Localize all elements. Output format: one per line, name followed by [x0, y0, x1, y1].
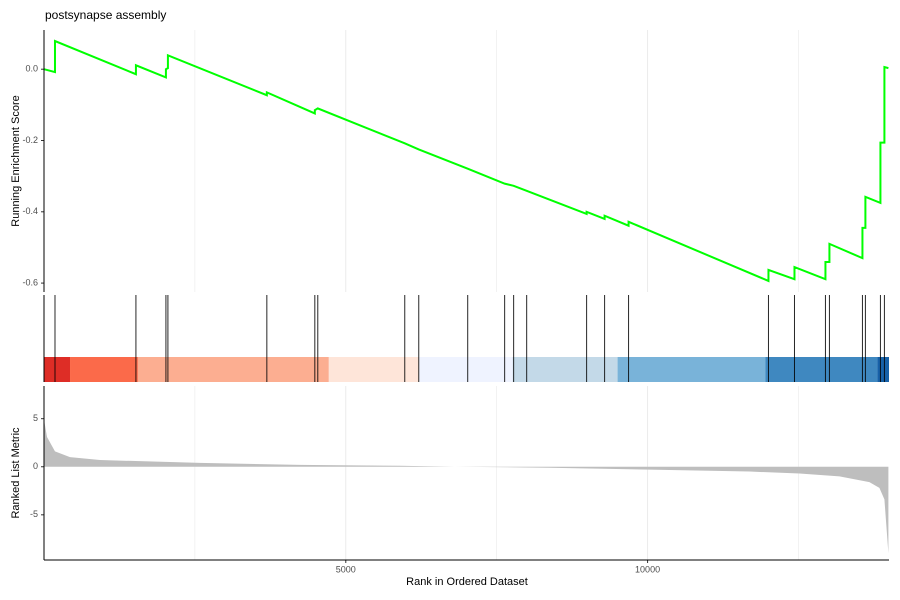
- x-tick-label: 5000: [336, 564, 356, 574]
- enrichment-line: [43, 39, 889, 283]
- y-tick-label: -5: [30, 509, 38, 519]
- rank-band: [877, 357, 889, 382]
- x-tick-label: 10000: [635, 564, 660, 574]
- y-tick-label: -0.6: [22, 277, 38, 287]
- x-axis-label: Rank in Ordered Dataset: [406, 576, 528, 588]
- rank-band: [418, 357, 513, 382]
- rank-band: [512, 357, 618, 382]
- y-tick-label: -0.4: [22, 206, 38, 216]
- rank-band: [765, 357, 878, 382]
- rank-band: [44, 357, 71, 382]
- metric-area: [44, 419, 889, 554]
- y-tick-label: 5: [33, 413, 38, 423]
- rank-band: [617, 357, 766, 382]
- y-axis-label: Running Enrichment Score: [10, 95, 22, 226]
- y-axis-label: Ranked List Metric: [10, 427, 22, 519]
- y-tick-label: 0: [33, 461, 38, 471]
- rank-band: [70, 357, 138, 382]
- chart-title: postsynapse assembly: [45, 8, 166, 22]
- y-tick-label: -0.2: [22, 135, 38, 145]
- rank-band: [137, 357, 329, 382]
- rank-band: [328, 357, 419, 382]
- y-tick-label: 0.0: [25, 64, 38, 74]
